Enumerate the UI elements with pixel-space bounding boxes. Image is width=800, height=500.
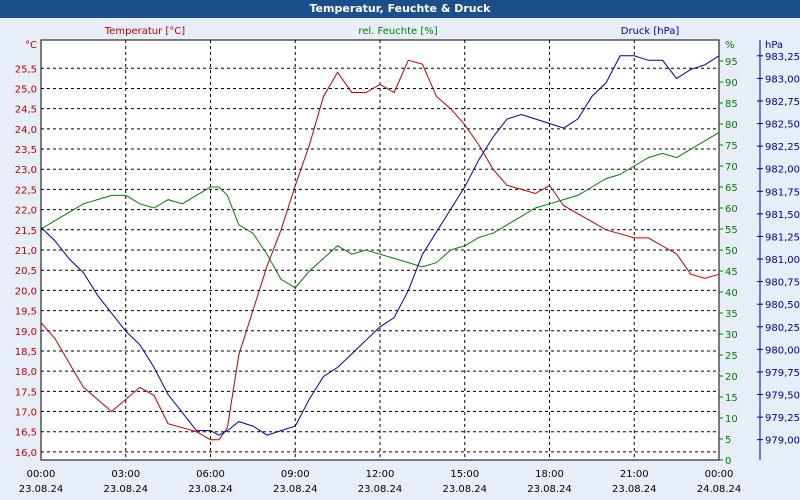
- humidity-tick-label: 95: [725, 57, 738, 68]
- humidity-tick-label: 40: [725, 288, 738, 299]
- temperature-tick-label: 20,5: [15, 266, 37, 277]
- temperature-tick-label: 17,0: [15, 408, 37, 419]
- temperature-tick-label: 19,5: [15, 307, 37, 318]
- x-tick-label-date: 23.08.24: [527, 484, 572, 495]
- x-tick-label-date: 23.08.24: [273, 484, 318, 495]
- pressure-tick-label: 981,75: [765, 187, 800, 198]
- pressure-tick-label: 980,75: [765, 278, 800, 289]
- pressure-tick-label: 979,25: [765, 413, 800, 424]
- pressure-tick-label: 982,25: [765, 142, 800, 153]
- humidity-tick-label: 90: [725, 78, 738, 89]
- pressure-line: [40, 55, 720, 436]
- pressure-tick-label: 982,00: [765, 165, 800, 176]
- x-tick-label-date: 23.08.24: [612, 484, 657, 495]
- pressure-tick-label: 979,50: [765, 391, 800, 402]
- x-tick-label-date: 23.08.24: [442, 484, 487, 495]
- x-tick-label-time: 00:00: [705, 469, 734, 480]
- x-tick-label-time: 09:00: [281, 469, 310, 480]
- temperature-tick-label: 18,5: [15, 347, 37, 358]
- axis-labels: 00:00 23.08.24 03:00 23.08.24 06:00 23.08.24 0…: [15, 26, 800, 495]
- humidity-axis-label: rel. Feuchte [%]: [358, 26, 437, 37]
- series-lines: [40, 55, 720, 441]
- x-tick-label-time: 03:00: [111, 469, 140, 480]
- humidity-tick-label: 0: [725, 456, 731, 467]
- humidity-tick-label: 85: [725, 99, 738, 110]
- humidity-tick-label: 5: [725, 435, 731, 446]
- pressure-tick-label: 980,50: [765, 300, 800, 311]
- temperature-axis-label: Temperatur [°C]: [104, 26, 185, 37]
- humidity-tick-label: 80: [725, 120, 738, 131]
- pressure-tick-label: 983,00: [765, 74, 800, 85]
- humidity-tick-label: 60: [725, 204, 738, 215]
- x-tick-label-time: 15:00: [450, 469, 479, 480]
- temperature-tick-label: 16,5: [15, 428, 37, 439]
- x-tick-label-date: 24.08.24: [697, 484, 742, 495]
- humidity-tick-label: 30: [725, 330, 738, 341]
- chart-title: Temperatur, Feuchte & Druck: [309, 2, 491, 15]
- temperature-tick-label: 25,0: [15, 84, 37, 95]
- pressure-tick-label: 981,50: [765, 210, 800, 221]
- temperature-unit-label: °C: [25, 40, 37, 51]
- temperature-tick-label: 21,5: [15, 226, 37, 237]
- humidity-line: [40, 131, 720, 289]
- humidity-tick-label: 75: [725, 141, 738, 152]
- pressure-axis-label: Druck [hPa]: [621, 26, 680, 37]
- pressure-tick-label: 981,00: [765, 255, 800, 266]
- temperature-tick-label: 22,5: [15, 185, 37, 196]
- chart-title-bar: Temperatur, Feuchte & Druck: [0, 0, 800, 18]
- pressure-tick-label: 980,00: [765, 345, 800, 356]
- pressure-tick-label: 979,75: [765, 368, 800, 379]
- grid-lines: [41, 40, 763, 461]
- x-tick-label-date: 23.08.24: [358, 484, 403, 495]
- humidity-tick-label: 55: [725, 225, 738, 236]
- temperature-tick-label: 22,0: [15, 206, 37, 217]
- pressure-tick-label: 983,25: [765, 52, 800, 63]
- humidity-tick-label: 70: [725, 162, 738, 173]
- temperature-tick-label: 16,0: [15, 448, 37, 459]
- humidity-tick-label: 65: [725, 183, 738, 194]
- temperature-tick-label: 18,0: [15, 367, 37, 378]
- temperature-tick-label: 19,0: [15, 327, 37, 338]
- humidity-tick-label: 35: [725, 309, 738, 320]
- humidity-tick-label: 25: [725, 351, 738, 362]
- temperature-tick-label: 17,5: [15, 387, 37, 398]
- x-tick-label-time: 18:00: [535, 469, 564, 480]
- humidity-unit-label: %: [725, 40, 735, 51]
- x-tick-label-date: 23.08.24: [19, 484, 64, 495]
- x-tick-label-time: 12:00: [366, 469, 395, 480]
- humidity-tick-label: 45: [725, 267, 738, 278]
- temperature-line: [40, 59, 720, 441]
- pressure-unit-label: hPa: [765, 40, 783, 51]
- humidity-tick-label: 20: [725, 372, 738, 383]
- pressure-tick-label: 982,50: [765, 120, 800, 131]
- humidity-tick-label: 10: [725, 414, 738, 425]
- humidity-tick-label: 50: [725, 246, 738, 257]
- x-tick-label-date: 23.08.24: [188, 484, 233, 495]
- x-tick-label-date: 23.08.24: [103, 484, 148, 495]
- pressure-tick-label: 981,25: [765, 232, 800, 243]
- temperature-tick-label: 24,5: [15, 105, 37, 116]
- temperature-tick-label: 25,5: [15, 64, 37, 75]
- temperature-tick-label: 23,0: [15, 165, 37, 176]
- x-tick-label-time: 21:00: [620, 469, 649, 480]
- pressure-tick-label: 982,75: [765, 97, 800, 108]
- humidity-tick-label: 15: [725, 393, 738, 404]
- temperature-tick-label: 23,5: [15, 145, 37, 156]
- pressure-tick-label: 980,25: [765, 323, 800, 334]
- x-tick-label-time: 00:00: [27, 469, 56, 480]
- temperature-tick-label: 24,0: [15, 125, 37, 136]
- pressure-tick-label: 979,00: [765, 436, 800, 447]
- x-tick-label-time: 06:00: [196, 469, 225, 480]
- temperature-tick-label: 20,0: [15, 286, 37, 297]
- temperature-tick-label: 21,0: [15, 246, 37, 257]
